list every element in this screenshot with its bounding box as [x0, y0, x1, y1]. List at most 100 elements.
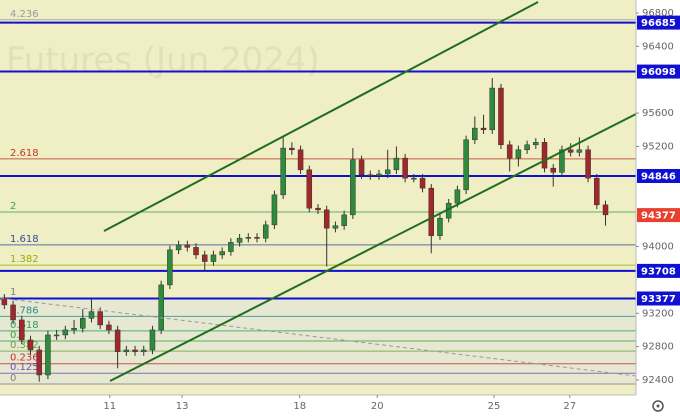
last-price-label: 94377	[641, 211, 676, 222]
candle-body	[350, 159, 356, 216]
candle-body	[428, 187, 435, 236]
candle-body	[289, 147, 295, 151]
candle-body	[594, 177, 600, 206]
y-tick-label: 92400	[642, 375, 674, 386]
channel-upper	[103, 1, 539, 232]
candle-body	[228, 242, 234, 252]
candle-body	[323, 209, 330, 229]
level-tag	[637, 168, 680, 183]
level-tag-label: 93708	[641, 266, 676, 277]
candle-body	[437, 217, 443, 236]
x-tick-label: 25	[488, 401, 501, 412]
candles	[1, 78, 609, 382]
y-tick-label: 95600	[642, 108, 674, 119]
candle-body	[367, 174, 374, 177]
candle-body	[524, 144, 530, 151]
candle-body	[315, 207, 321, 211]
candle-body	[463, 139, 469, 191]
candle-body	[515, 149, 522, 159]
candle-body	[411, 177, 417, 180]
candle-body	[419, 177, 426, 189]
candle-body	[45, 334, 51, 376]
level-tag	[637, 291, 680, 306]
fib-label: 0.786	[10, 305, 39, 316]
candle-body	[332, 225, 339, 229]
candle-body	[384, 169, 391, 175]
candle-body	[53, 334, 60, 337]
candle-body	[271, 194, 278, 226]
candle-body	[254, 237, 260, 239]
y-tick-label: 92800	[642, 342, 674, 353]
candle-body	[1, 298, 8, 306]
x-tick-label: 27	[563, 401, 576, 412]
candle-body	[393, 157, 400, 171]
candle-body	[280, 147, 286, 196]
x-tick-label: 13	[176, 401, 189, 412]
fib-label: 0	[10, 373, 16, 384]
candle-body	[175, 244, 182, 251]
candle-body	[306, 169, 313, 209]
fib-label: 0.125	[10, 362, 39, 373]
candle-body	[27, 339, 34, 351]
candle-body	[550, 167, 556, 173]
fib-label: 2.618	[10, 148, 39, 159]
candle-body	[236, 237, 243, 243]
candle-body	[184, 244, 191, 248]
candle-body	[454, 189, 461, 204]
candle-body	[71, 328, 77, 331]
fib-label: 4.236	[10, 9, 39, 20]
x-tick-label: 18	[293, 401, 306, 412]
levels: 4.2362.61821.6181.38210.7860.6180.50.382…	[0, 9, 636, 385]
candle-body	[106, 324, 112, 331]
trend-line-dashed	[0, 297, 637, 377]
candle-body	[62, 329, 69, 336]
candle-body	[158, 284, 164, 331]
x-tick-label: 20	[371, 401, 384, 412]
fib-label: 0.5	[10, 330, 26, 341]
candle-body	[19, 319, 25, 341]
level-tag	[637, 64, 680, 79]
candle-body	[480, 127, 487, 131]
settings-button[interactable]	[652, 400, 664, 412]
fib-label: 1.382	[10, 254, 39, 265]
candle-body	[210, 254, 217, 262]
candle-body	[97, 311, 103, 326]
candle-body	[541, 142, 548, 169]
fib-label: 0.382	[10, 340, 39, 351]
x-tick-label: 11	[103, 401, 116, 412]
candle-body	[506, 144, 513, 159]
candle-body	[193, 247, 199, 256]
candle-body	[533, 142, 539, 146]
settings-icon[interactable]	[652, 400, 664, 412]
candle-body	[472, 127, 478, 141]
candle-body	[36, 349, 42, 376]
candle-body	[80, 318, 86, 329]
y-tick-label: 96400	[642, 41, 674, 52]
y-tick-label: 96800	[642, 8, 674, 19]
candle-body	[402, 157, 408, 179]
candle-body	[498, 87, 504, 146]
level-tag-label: 93377	[641, 294, 676, 305]
fib-label: 1	[10, 287, 16, 298]
fib-label: 1.618	[10, 234, 39, 245]
candle-body	[201, 254, 208, 262]
fib-label: 0.236	[10, 353, 39, 364]
level-tag	[637, 263, 680, 278]
watermark-title: Futures (Jun 2024)	[6, 41, 320, 81]
candle-body	[132, 349, 138, 352]
candle-body	[585, 149, 591, 179]
axes: 92400 92800 93200 94000 95200 95600 96400 96800…	[103, 8, 680, 412]
candle-body	[567, 149, 574, 153]
settings-icon-dot[interactable]	[656, 404, 660, 408]
last-price-tag	[637, 208, 680, 223]
candle-body	[167, 249, 173, 286]
candle-body	[602, 204, 609, 216]
candle-body	[376, 173, 382, 176]
y-tick-label: 95200	[642, 141, 674, 152]
candle-body	[123, 349, 130, 352]
candle-body	[358, 159, 365, 176]
candle-body	[88, 311, 95, 319]
time-axis	[0, 395, 636, 417]
